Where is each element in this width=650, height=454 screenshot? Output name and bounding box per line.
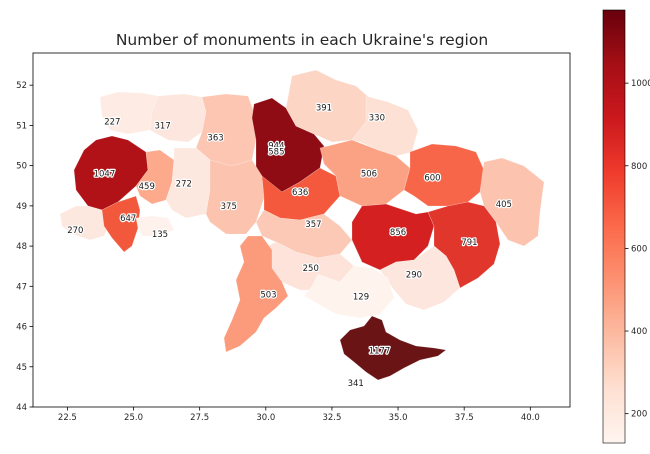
- x-tick-label: 35.0: [389, 413, 408, 423]
- region-value-label: 317: [155, 121, 171, 131]
- colorbar-tick-label: 400: [631, 327, 647, 337]
- region-luhansk: [479, 157, 545, 247]
- region-value-label: 600: [424, 174, 440, 184]
- colorbar-tick-label: 1000: [631, 79, 650, 89]
- region-cherkasy: [261, 167, 341, 221]
- x-tick-label: 32.5: [322, 413, 341, 423]
- region-value-label: 341: [348, 379, 364, 389]
- region-volyn: [99, 91, 159, 135]
- region-kherson: [303, 265, 395, 319]
- y-tick-label: 44: [16, 403, 27, 413]
- region-value-label: 375: [221, 202, 237, 212]
- region-zhytomyr: [195, 93, 257, 167]
- colorbar: [602, 9, 626, 444]
- y-tick-label: 52: [16, 81, 27, 91]
- region-value-label: 357: [305, 220, 321, 230]
- x-tick-label: 30.0: [256, 413, 275, 423]
- colorbar-tick-label: 800: [631, 162, 647, 172]
- region-rivne: [149, 93, 207, 143]
- region-value-label: 129: [353, 292, 369, 302]
- region-value-label: 506: [361, 170, 377, 180]
- x-tick-label: 40.0: [521, 413, 540, 423]
- region-chernivtsi: [135, 215, 175, 237]
- region-odesa: [223, 235, 289, 353]
- region-ivano-frankivsk: [101, 195, 141, 253]
- region-value-label: 856: [390, 228, 406, 238]
- y-tick-label: 48: [16, 242, 27, 252]
- map-regions: [59, 69, 545, 381]
- region-value-label: 363: [207, 133, 223, 143]
- region-value-label: 270: [67, 226, 83, 236]
- region-ternopil: [135, 149, 175, 205]
- region-value-label: 647: [120, 214, 136, 224]
- y-tick-label: 45: [16, 363, 27, 373]
- region-value-label: 391: [316, 103, 332, 113]
- region-value-label: 227: [104, 117, 120, 127]
- x-axis: 22.5 25.0 27.5 30.0 32.5 35.0 37.5 40.0: [58, 407, 540, 423]
- x-tick-label: 37.5: [455, 413, 474, 423]
- region-zaporizhzhia: [379, 245, 461, 311]
- y-tick-label: 50: [16, 162, 27, 172]
- y-tick-label: 46: [16, 323, 27, 333]
- region-value-label: 791: [461, 238, 477, 248]
- region-crimea: [339, 315, 447, 381]
- colorbar-ticks: 200 400 600 800 1000: [625, 79, 650, 420]
- x-tick-label: 22.5: [58, 413, 77, 423]
- x-tick-label: 25.0: [124, 413, 143, 423]
- region-khmelnytskyi: [165, 147, 211, 219]
- colorbar-tick-label: 600: [631, 244, 647, 254]
- region-value-label: 250: [303, 264, 319, 274]
- region-poltava: [319, 139, 411, 207]
- region-value-label: 135: [152, 230, 168, 240]
- region-vinnytsia: [205, 159, 265, 235]
- chart-title: Number of monuments in each Ukraine's re…: [116, 31, 488, 49]
- region-value-label: 944: [268, 142, 284, 152]
- x-tick-label: 27.5: [190, 413, 209, 423]
- region-value-label: 503: [260, 290, 276, 300]
- y-tick-label: 49: [16, 202, 27, 212]
- region-value-label: 330: [369, 113, 385, 123]
- region-value-label: 405: [496, 200, 512, 210]
- region-value-label: 272: [176, 180, 192, 190]
- region-value-label: 1177: [369, 347, 391, 357]
- region-value-label: 459: [139, 182, 155, 192]
- region-value-label: 1047: [94, 170, 116, 180]
- y-axis: 44 45 46 47 48 49 50 51 52: [16, 81, 33, 413]
- region-value-label: 585: [268, 148, 284, 158]
- region-value-label: 290: [406, 270, 422, 280]
- region-dnipro: [351, 203, 435, 271]
- region-kharkiv: [403, 143, 485, 207]
- colorbar-tick-label: 200: [631, 410, 647, 420]
- y-tick-label: 47: [16, 282, 27, 292]
- y-tick-label: 51: [16, 121, 27, 131]
- region-value-label: 636: [292, 188, 308, 198]
